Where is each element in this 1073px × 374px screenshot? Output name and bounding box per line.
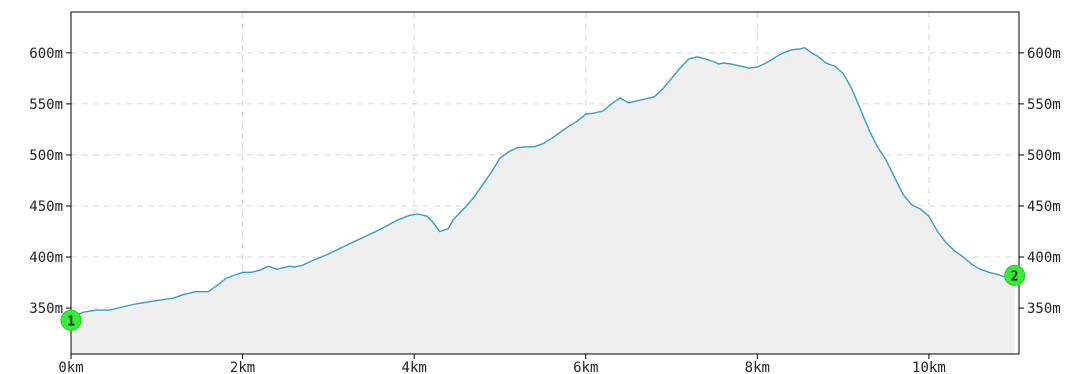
- x-tick-label: 8km: [745, 360, 770, 374]
- x-axis: 0km 2km 4km 6km 8km 10km: [58, 354, 946, 374]
- y-tick-label-left: 550m: [29, 97, 63, 113]
- marker-dot: [60, 309, 82, 331]
- y-tick-label-left: 400m: [29, 250, 63, 266]
- x-tick-label: 10km: [912, 360, 946, 374]
- y-tick-label-right: 350m: [1027, 301, 1061, 317]
- x-tick-label: 4km: [402, 360, 427, 374]
- elevation-line: [70, 46, 1015, 318]
- route-marker-2: 2: [1004, 264, 1026, 286]
- y-tick-label-right: 400m: [1027, 250, 1061, 266]
- marker-dot: [1004, 264, 1026, 286]
- route-markers: 12: [60, 264, 1026, 331]
- x-tick-label: 0km: [58, 360, 83, 374]
- y-tick-label-left: 450m: [29, 199, 63, 215]
- y-tick-label-right: 600m: [1027, 46, 1061, 62]
- x-tick-label: 6km: [573, 360, 598, 374]
- y-axis-left: 350m 400m 450m 500m 550m 600m: [29, 46, 71, 317]
- y-tick-label-left: 600m: [29, 46, 63, 62]
- y-tick-label-left: 500m: [29, 148, 63, 164]
- y-tick-label-right: 500m: [1027, 148, 1061, 164]
- y-tick-label-right: 550m: [1027, 97, 1061, 113]
- marker-label: 1: [67, 314, 75, 329]
- marker-label: 2: [1011, 269, 1019, 284]
- plot-frame: [70, 11, 1020, 355]
- elevation-area: [71, 47, 1015, 354]
- y-tick-label-left: 350m: [29, 301, 63, 317]
- y-tick-label-right: 450m: [1027, 199, 1061, 215]
- route-marker-1: 1: [60, 309, 82, 331]
- x-tick-label: 2km: [230, 360, 255, 374]
- y-axis-right: 350m 400m 450m 500m 550m 600m: [1019, 46, 1061, 317]
